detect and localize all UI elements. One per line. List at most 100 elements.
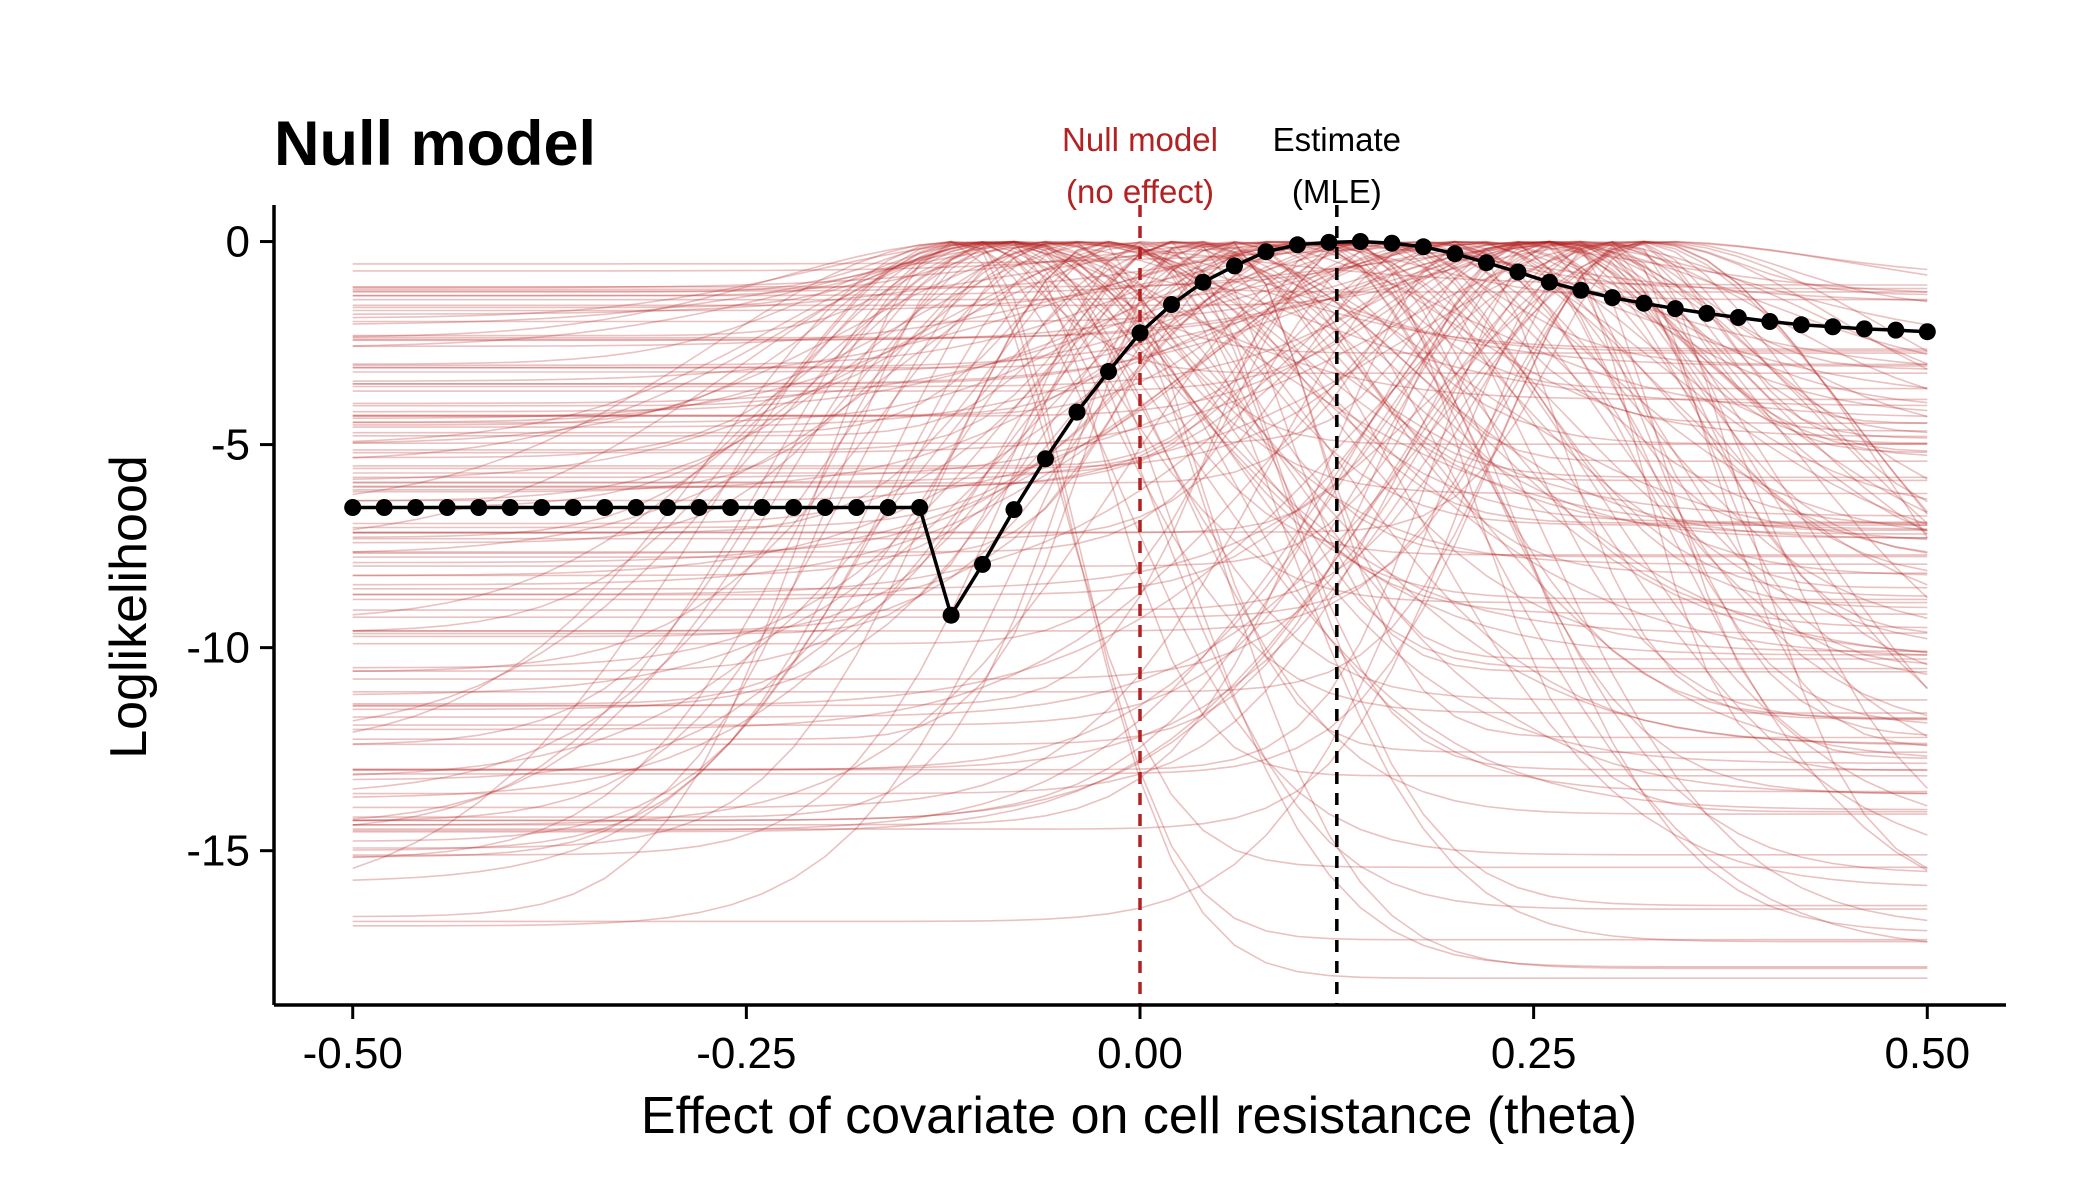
data-point: [659, 499, 677, 516]
replicate-curve: [352, 242, 1928, 830]
data-point: [1005, 501, 1023, 519]
data-point: [1603, 289, 1621, 307]
replicate-curve: [352, 240, 1928, 619]
data-point: [1100, 363, 1117, 380]
replicate-curve: [352, 241, 1928, 870]
y-tick-label: -10: [186, 624, 250, 673]
replicate-curve: [352, 241, 1928, 589]
data-point: [1037, 450, 1054, 468]
y-axis-title: Loglikelihood: [100, 455, 158, 759]
data-point: [1635, 294, 1653, 312]
replicate-curve: [352, 241, 1928, 777]
replicate-curve: [352, 241, 1928, 717]
x-tick-label: 0.00: [1097, 1029, 1183, 1078]
data-point: [1824, 318, 1842, 336]
data-point: [816, 499, 834, 516]
replicate-curve: [352, 241, 1928, 759]
replicate-curve: [352, 240, 1928, 711]
data-point: [1666, 300, 1684, 318]
replicate-curve: [352, 241, 1928, 714]
replicate-curve: [352, 240, 1928, 620]
replicate-curve: [352, 240, 1928, 526]
replicate-curve: [352, 240, 1928, 771]
null-model-label: Null model: [1062, 121, 1218, 158]
replicate-curve: [352, 240, 1928, 772]
replicate-curve: [352, 240, 1928, 369]
replicate-curve: [352, 240, 1928, 635]
data-point: [1068, 403, 1086, 421]
replicate-curve: [352, 241, 1928, 745]
y-tick-label: 0: [226, 218, 250, 267]
data-point: [942, 606, 960, 624]
replicate-curve: [352, 241, 1928, 576]
data-point: [848, 499, 866, 516]
data-point: [1351, 233, 1369, 250]
replicate-curve: [352, 241, 1928, 870]
replicate-curve: [352, 241, 1928, 555]
reference-lines: Null model (no effect) Estimate (MLE): [1062, 121, 1401, 1005]
replicate-curve: [352, 241, 1928, 454]
data-point: [375, 499, 393, 516]
replicate-curve: [352, 240, 1928, 601]
replicate-curve: [352, 240, 1928, 539]
data-point: [1855, 320, 1873, 338]
replicate-curve: [352, 243, 1928, 941]
data-point: [470, 499, 488, 516]
data-point: [722, 499, 740, 516]
replicate-curve: [352, 240, 1928, 596]
replicate-curve: [352, 240, 1928, 795]
data-point: [1131, 324, 1149, 342]
data-point: [1729, 309, 1747, 326]
replicate-curve: [352, 241, 1928, 653]
replicate-curve: [352, 240, 1928, 370]
data-point: [1509, 263, 1527, 281]
replicate-curve: [352, 241, 1928, 736]
data-point: [1289, 236, 1306, 254]
data-point: [785, 499, 803, 516]
data-point: [1320, 233, 1338, 251]
replicate-curve: [352, 241, 1928, 907]
replicate-curve: [352, 241, 1928, 604]
replicate-curve: [352, 241, 1928, 781]
data-point: [407, 499, 425, 516]
data-point: [1540, 273, 1558, 291]
data-point: [1257, 243, 1275, 261]
replicate-curve: [352, 241, 1928, 822]
data-point: [1163, 296, 1180, 313]
data-point: [753, 499, 771, 516]
data-point: [1194, 273, 1212, 291]
replicate-curve: [352, 240, 1928, 413]
replicate-curve: [352, 240, 1928, 513]
data-point: [501, 499, 519, 516]
x-axis-title: Effect of covariate on cell resistance (…: [641, 1087, 1637, 1145]
chart-title: Null model: [274, 109, 596, 179]
replicate-curve: [352, 240, 1928, 459]
data-point: [1918, 323, 1936, 341]
replicate-curve: [352, 240, 1928, 968]
data-point: [596, 499, 614, 516]
estimate-label: Estimate: [1273, 121, 1401, 158]
replicate-curve: [352, 242, 1928, 670]
data-point: [1761, 313, 1779, 330]
data-point: [911, 499, 929, 516]
data-point: [690, 499, 708, 516]
data-point: [438, 499, 456, 516]
replicate-curve: [352, 240, 1928, 795]
data-point: [1477, 254, 1495, 272]
replicate-curve: [352, 241, 1928, 534]
replicate-curve: [352, 241, 1928, 970]
replicate-curve: [352, 241, 1928, 772]
data-point: [627, 499, 645, 516]
replicate-curve: [352, 241, 1928, 943]
data-point: [1698, 304, 1716, 322]
axes: -0.50 -0.25 0.00 0.25 0.50 0 -5 -10 -15: [186, 205, 2006, 1078]
data-point: [1414, 238, 1432, 256]
null-model-label: (no effect): [1066, 173, 1214, 210]
estimate-label: (MLE): [1292, 173, 1382, 210]
x-tick-label: -0.50: [303, 1029, 403, 1078]
replicate-curve: [352, 245, 1928, 818]
x-tick-label: 0.50: [1884, 1029, 1970, 1078]
main-series: [344, 233, 1936, 624]
replicate-curve: [352, 240, 1928, 425]
